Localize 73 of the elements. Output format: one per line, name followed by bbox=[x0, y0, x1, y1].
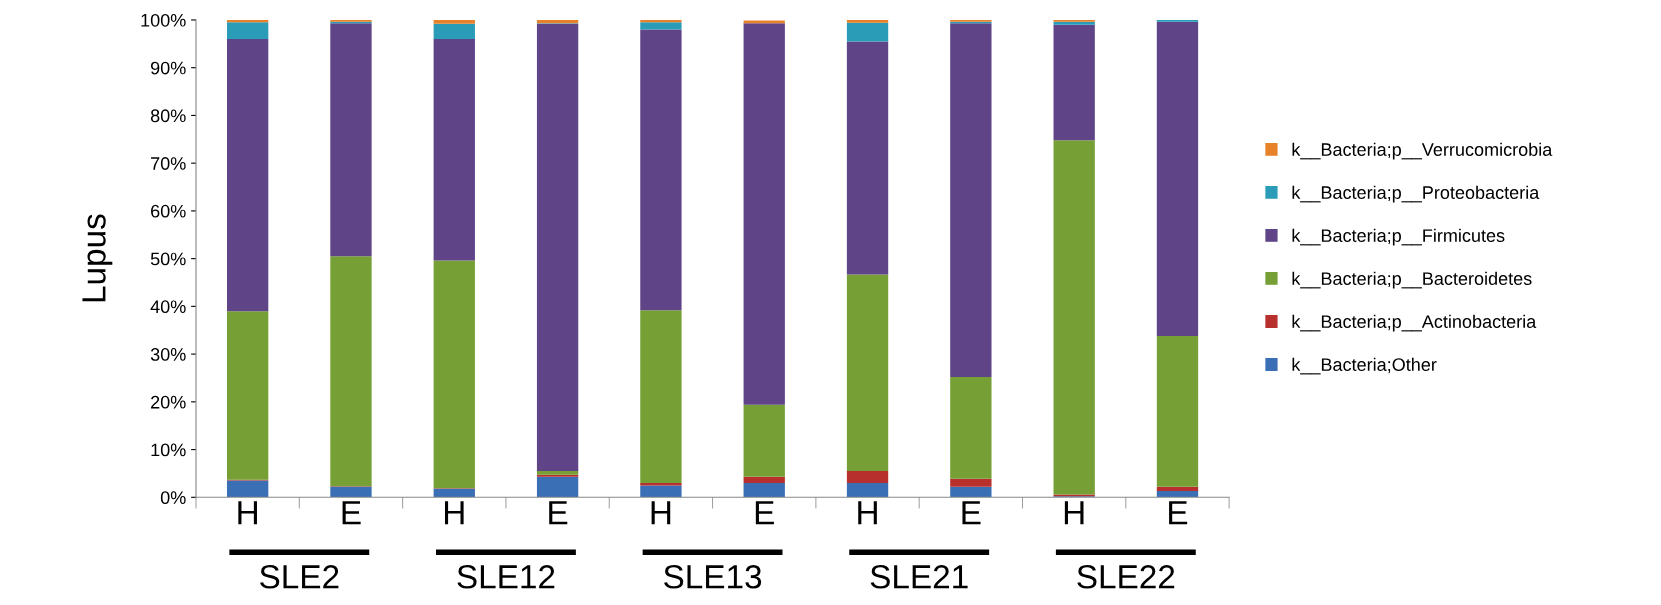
bar bbox=[846, 471, 889, 483]
bar bbox=[226, 311, 269, 480]
bar bbox=[846, 41, 889, 275]
legend-label: k__Bacteria;p__Proteobacteria bbox=[1292, 185, 1540, 203]
bar bbox=[743, 23, 785, 405]
bar bbox=[433, 260, 475, 489]
x-tick-label: H bbox=[444, 501, 464, 525]
bar bbox=[330, 256, 372, 487]
x-tick-label: E bbox=[342, 501, 361, 525]
x-tick-label: E bbox=[549, 501, 568, 525]
y-tick-label: 90% bbox=[150, 61, 186, 75]
bar bbox=[950, 377, 992, 479]
x-tick-label: H bbox=[238, 501, 257, 525]
bar bbox=[743, 482, 785, 498]
bar bbox=[433, 488, 475, 498]
x-tick-label: E bbox=[962, 501, 981, 525]
bar bbox=[1156, 21, 1199, 336]
bar bbox=[433, 39, 475, 261]
x-tick-label: H bbox=[651, 501, 671, 525]
bar bbox=[640, 22, 682, 30]
bar bbox=[846, 274, 889, 472]
bar bbox=[226, 480, 269, 498]
y-tick-label: 50% bbox=[150, 252, 186, 266]
y-tick-label: 30% bbox=[150, 348, 186, 361]
legend-label: k__Bacteria;p__Actinobacteria bbox=[1292, 314, 1537, 332]
bar bbox=[1156, 486, 1199, 492]
x-tick-label: H bbox=[1064, 501, 1084, 525]
bar bbox=[226, 22, 269, 40]
bar bbox=[536, 23, 579, 472]
x-tick-label: E bbox=[755, 501, 774, 525]
legend-label: k__Bacteria;p__Verrucomicrobia bbox=[1292, 142, 1553, 160]
bar bbox=[1053, 24, 1095, 141]
y-axis-title: Lupus bbox=[82, 214, 113, 302]
bar bbox=[640, 485, 682, 498]
y-tick-label: 40% bbox=[150, 300, 186, 314]
bar bbox=[226, 39, 269, 312]
legend-label: k__Bacteria;p__Firmicutes bbox=[1292, 228, 1505, 246]
text: SLE12 bbox=[457, 565, 555, 589]
bar bbox=[743, 476, 785, 483]
bar bbox=[950, 486, 992, 498]
bar bbox=[433, 23, 475, 40]
text: SLE2 bbox=[260, 565, 339, 589]
y-tick-label: 80% bbox=[150, 109, 186, 123]
text: SLE22 bbox=[1077, 565, 1175, 589]
bar bbox=[743, 20, 785, 24]
y-tick-label: 20% bbox=[151, 395, 186, 409]
bar bbox=[330, 23, 372, 257]
bar bbox=[846, 22, 889, 42]
bar bbox=[950, 478, 992, 487]
bar bbox=[330, 486, 372, 498]
bar bbox=[640, 29, 682, 311]
bar bbox=[1053, 140, 1095, 495]
y-tick-label: 70% bbox=[151, 157, 186, 170]
bar bbox=[846, 482, 889, 498]
bar bbox=[1156, 335, 1199, 487]
bar bbox=[846, 19, 889, 23]
legend-label: k__Bacteria;p__Bacteroidetes bbox=[1292, 271, 1532, 289]
y-tick-label: 0% bbox=[160, 491, 186, 505]
x-tick-label: H bbox=[858, 501, 877, 525]
bar bbox=[536, 476, 579, 498]
text: SLE21 bbox=[870, 565, 968, 589]
bar bbox=[743, 404, 785, 477]
bar bbox=[640, 310, 682, 483]
bar bbox=[1156, 491, 1199, 498]
y-tick-label: 10% bbox=[151, 443, 186, 457]
y-tick-label: 100% bbox=[141, 13, 186, 27]
text: SLE13 bbox=[664, 565, 762, 589]
bar bbox=[536, 19, 579, 24]
bar bbox=[433, 19, 475, 24]
x-tick-label: E bbox=[1169, 501, 1188, 525]
bar bbox=[950, 23, 992, 378]
legend-label: k__Bacteria;Other bbox=[1292, 357, 1437, 375]
y-tick-label: 60% bbox=[151, 204, 186, 218]
